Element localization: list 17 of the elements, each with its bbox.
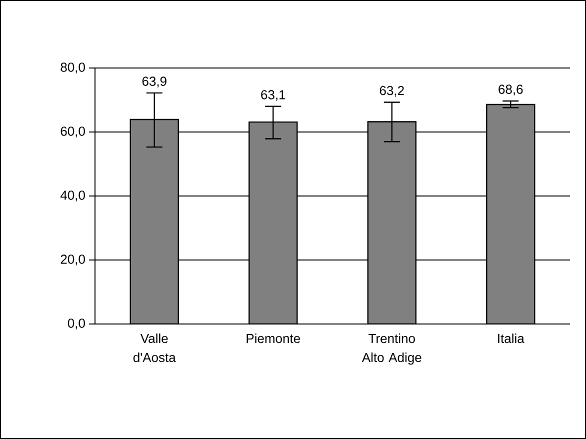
y-tick-label: 60,0 [60, 126, 85, 138]
bar [248, 121, 298, 324]
y-tick-label: 20,0 [60, 254, 85, 266]
x-tick-label: Trentino Alto Adige [362, 334, 422, 365]
data-label: 68,6 [498, 84, 523, 96]
x-tick-label: Italia [498, 334, 524, 344]
data-label: 63,9 [142, 76, 166, 88]
y-tick-label: 0,0 [68, 318, 85, 330]
data-label: 63,1 [261, 90, 286, 101]
bar [367, 121, 416, 324]
bar [130, 118, 179, 324]
data-label: 63,2 [380, 86, 404, 97]
x-tick-label: Piemonte [246, 334, 300, 344]
bar [486, 104, 536, 324]
x-tick-label: Valle d'Aosta [133, 334, 176, 362]
y-tick-label: 80,0 [60, 62, 85, 74]
y-tick-label: 40,0 [60, 190, 85, 202]
